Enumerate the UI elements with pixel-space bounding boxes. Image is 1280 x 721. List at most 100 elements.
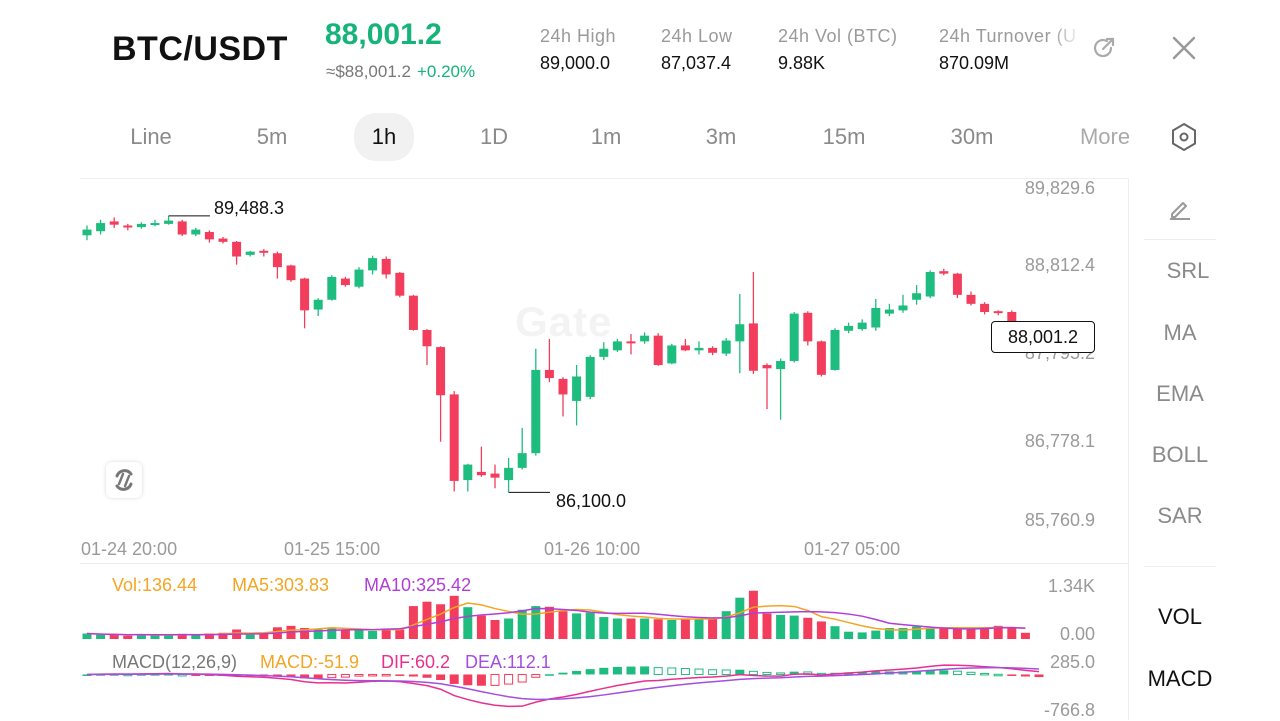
candle-body <box>626 341 636 344</box>
fit-icon <box>115 469 133 491</box>
candle-body <box>884 309 894 314</box>
macd-histogram-bar <box>993 673 1003 677</box>
volume-bar <box>531 606 541 639</box>
volume-bar <box>694 618 704 639</box>
volume-bar <box>109 634 119 639</box>
macd-histogram-bar <box>408 674 418 677</box>
candle-body <box>82 229 92 236</box>
side-indicator-macd[interactable]: MACD <box>1147 666 1213 691</box>
volume-bar <box>191 635 201 639</box>
tab-30m[interactable]: 30m <box>950 124 994 149</box>
candle-body <box>422 329 432 347</box>
vol-y-label: 0.00 <box>1059 624 1095 644</box>
fit-chart-button[interactable] <box>106 462 142 498</box>
macd-histogram-bar <box>599 667 609 675</box>
stat-label: 24h Turnover (USDT) <box>939 26 1075 46</box>
close-icon[interactable] <box>1170 34 1198 62</box>
volume-bar <box>680 618 690 639</box>
macd-histogram-bar <box>327 673 337 679</box>
candle-body <box>204 232 214 240</box>
stat-label: 24h Low <box>661 26 733 46</box>
tab-1d[interactable]: 1D <box>479 124 509 149</box>
tab-15m[interactable]: 15m <box>822 124 866 149</box>
volume-bar <box>912 626 922 639</box>
volume-bar <box>952 628 962 639</box>
current-price-tag: 88,001.2 <box>991 321 1095 353</box>
candle-body <box>96 223 106 232</box>
tab-5m[interactable]: 5m <box>256 124 288 149</box>
candle-body <box>939 271 949 274</box>
volume-bar <box>245 634 255 639</box>
volume-bar <box>640 618 650 639</box>
macd-histogram-bar <box>585 669 595 675</box>
candle-body <box>789 313 799 361</box>
tab-1h[interactable]: 1h <box>354 113 414 161</box>
volume-bar <box>422 601 432 639</box>
candle-body <box>123 225 133 228</box>
macd-histogram-bar <box>395 674 405 676</box>
candle-body <box>368 258 378 271</box>
stat-label: 24h High <box>540 26 617 46</box>
macd-histogram-bar <box>966 671 976 675</box>
candle-body <box>1007 311 1017 326</box>
macd-histogram-bar <box>640 666 650 675</box>
candle-body <box>286 265 296 281</box>
volume-bar <box>898 628 908 639</box>
side-panel <box>1128 178 1233 720</box>
candle-body <box>272 253 282 268</box>
candle-body <box>980 303 990 312</box>
volume-bar <box>1020 632 1030 639</box>
macd-histogram-bar <box>558 672 568 675</box>
volume-bar <box>177 633 187 639</box>
side-tool-ma[interactable]: MA <box>1163 320 1197 345</box>
candle-body <box>898 305 908 311</box>
candle-body <box>313 299 323 310</box>
volume-bar <box>463 607 473 639</box>
kline-chart[interactable] <box>0 0 1128 720</box>
macd-histogram-bar <box>912 671 922 675</box>
candle-body <box>245 251 255 255</box>
tab-1m[interactable]: 1m <box>590 124 622 149</box>
macd-label: MACD(12,26,9) <box>112 652 238 672</box>
macd-histogram-bar <box>463 674 473 686</box>
change-percent: +0.20% <box>416 62 476 81</box>
side-tool-sar[interactable]: SAR <box>1157 503 1203 528</box>
macd-histogram-bar <box>436 674 446 680</box>
volume-bar <box>857 632 867 639</box>
volume-bar <box>993 625 1003 639</box>
macd-value-label: MACD:-51.9 <box>260 652 360 672</box>
macd-histogram-bar <box>354 673 364 677</box>
y-axis-label: 86,778.1 <box>1024 431 1095 451</box>
vol-label: Vol:136.44 <box>112 575 198 595</box>
min-price-annotation: 86,100.0 <box>556 491 627 511</box>
candle-body <box>640 335 650 342</box>
draw-pencil-icon[interactable] <box>1166 194 1194 222</box>
macd-histogram-bar <box>789 671 799 675</box>
macd-histogram-bar <box>1007 674 1017 676</box>
macd-histogram-bar <box>572 670 582 675</box>
tab-3m[interactable]: 3m <box>705 124 737 149</box>
stat-value: 87,037.4 <box>661 53 732 73</box>
macd-histogram-bar <box>694 668 704 675</box>
chart-settings-icon[interactable] <box>1170 122 1198 152</box>
candle-body <box>177 221 187 235</box>
tab-more[interactable]: More <box>1079 124 1131 149</box>
candle-body <box>164 220 174 224</box>
side-tool-ema[interactable]: EMA <box>1156 381 1204 406</box>
volume-bar <box>96 634 106 639</box>
share-icon[interactable] <box>1090 34 1118 62</box>
side-tool-boll[interactable]: BOLL <box>1151 442 1209 467</box>
candle-body <box>340 278 350 286</box>
macd-histogram-bar <box>1034 674 1044 678</box>
macd-histogram-bar <box>490 673 500 686</box>
side-tool-srl[interactable]: SRL <box>1166 258 1210 283</box>
macd-histogram-bar <box>286 674 296 678</box>
volume-bar <box>544 606 554 639</box>
volume-bar <box>368 630 378 639</box>
volume-bar <box>327 628 337 639</box>
candle-body <box>558 378 568 395</box>
candle-body <box>748 323 758 371</box>
side-indicator-vol[interactable]: VOL <box>1157 604 1203 629</box>
volume-bar <box>626 618 636 639</box>
tab-line[interactable]: Line <box>130 124 172 149</box>
